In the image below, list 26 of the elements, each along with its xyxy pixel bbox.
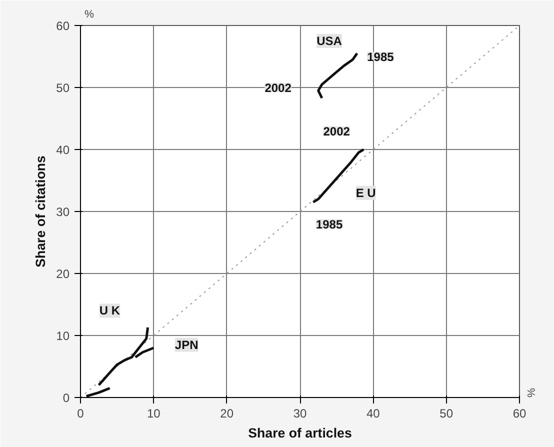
x-tick-label: 60 xyxy=(512,406,526,420)
x-tick-label: 0 xyxy=(77,406,84,420)
y-tick-label: 40 xyxy=(56,143,70,157)
y-tick-label: 60 xyxy=(56,19,70,33)
annotation: JPN xyxy=(174,338,198,352)
annotation: 2002 xyxy=(323,124,350,138)
y-tick-label: 50 xyxy=(56,81,70,95)
y-tick-label: 10 xyxy=(56,329,70,343)
annotation: USA xyxy=(316,34,342,48)
annotation: 2002 xyxy=(264,81,292,95)
x-tick-label: 20 xyxy=(220,406,234,420)
annotation: 1985 xyxy=(367,50,394,64)
x-tick-label: 50 xyxy=(440,406,454,420)
x-tick-label: 10 xyxy=(146,406,161,420)
annotation: U K xyxy=(99,304,120,318)
x-tick-label: 30 xyxy=(293,406,307,420)
text: % xyxy=(524,388,536,398)
x-axis-title: Share of articles xyxy=(248,426,352,440)
annotation: E U xyxy=(356,186,376,200)
y-axis-title: Share of citations xyxy=(33,156,48,268)
text: % xyxy=(84,8,94,20)
y-tick-label: 30 xyxy=(56,205,70,219)
x-tick-label: 40 xyxy=(366,406,380,420)
y-tick-label: 0 xyxy=(62,391,70,405)
annotation: 1985 xyxy=(316,217,343,232)
y-tick-label: 20 xyxy=(56,267,70,281)
